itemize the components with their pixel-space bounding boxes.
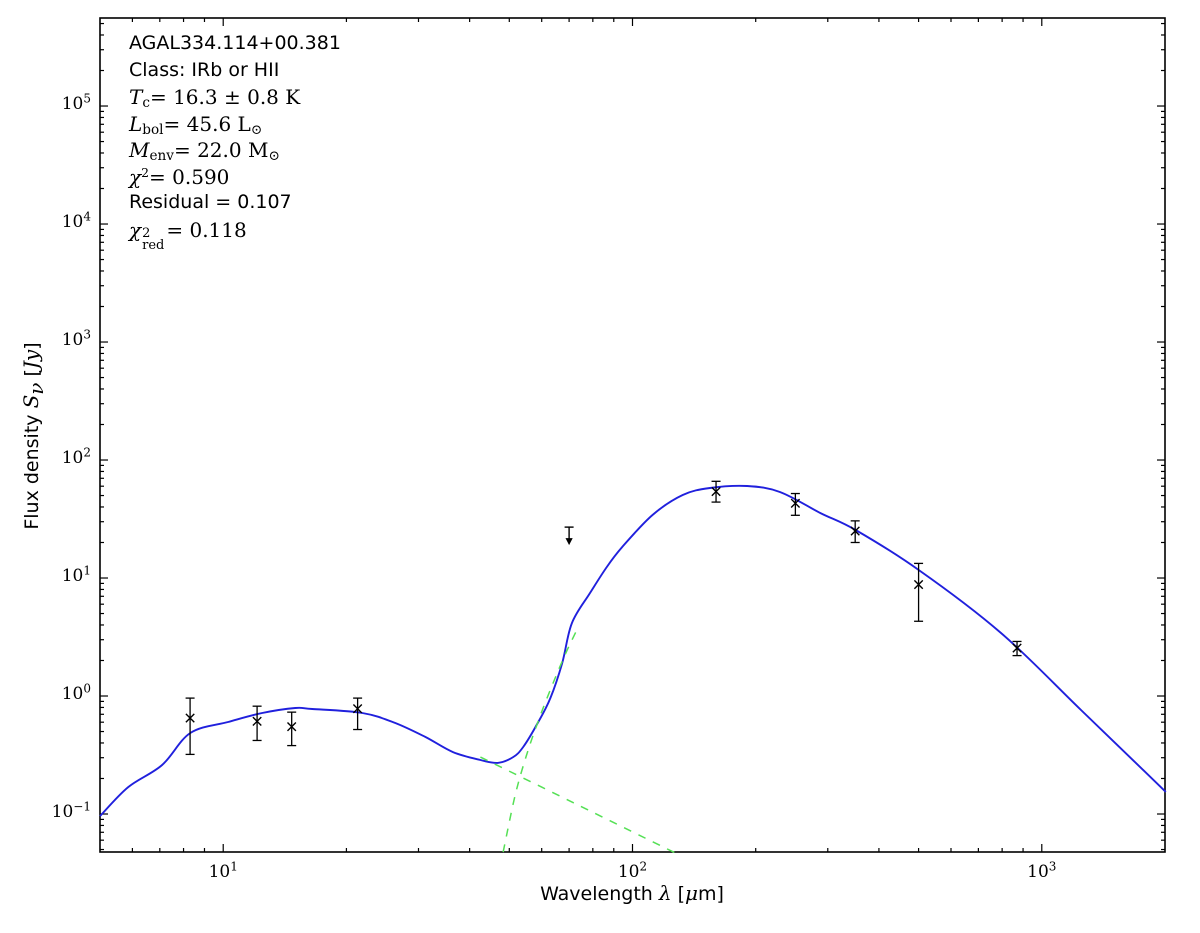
data-point-marker — [185, 713, 195, 723]
data-point-marker — [790, 498, 801, 508]
y-axis-tick-label: 102 — [61, 445, 91, 468]
text-part: = 0.118 — [166, 217, 247, 242]
text-part: = 45.6 L — [163, 111, 251, 136]
text-part: 2 — [141, 164, 150, 180]
text-part: = 16.3 ± 0.8 K — [149, 85, 301, 109]
annotation-line: χ 2 red = 0.118 — [129, 217, 341, 253]
annotation-line: Residual = 0.107 — [129, 191, 341, 218]
text-part: [ — [671, 883, 685, 905]
total-model-curve — [99, 484, 1167, 817]
x-axis-tick-label: 101 — [208, 859, 238, 882]
data-point-marker — [286, 721, 297, 732]
data-point-marker — [913, 579, 924, 590]
text-part: [ — [21, 369, 43, 383]
text-part: m] — [697, 883, 724, 905]
text-part: Residual = 0.107 — [129, 191, 292, 213]
text-part: ⊙ — [250, 121, 263, 138]
y-axis-tick-label: 101 — [61, 563, 91, 586]
annotation-line: AGAL334.114+00.381 — [129, 32, 341, 59]
text-part: AGAL334.114+00.381 — [129, 32, 341, 54]
y-axis-tick-label: 10−1 — [51, 799, 91, 822]
y-axis-tick-label: 100 — [61, 681, 91, 704]
y-axis-tick-label: 103 — [61, 327, 91, 351]
x-axis-label: Wavelength λ [μm] — [482, 881, 782, 905]
y-axis-tick-label: 105 — [61, 91, 91, 115]
text-part: ν — [24, 382, 48, 395]
upper-limit-arrowhead — [565, 538, 573, 546]
text-part: χ — [129, 217, 142, 242]
text-part: = 0.590 — [149, 164, 230, 189]
text-part: Wavelength — [540, 883, 659, 905]
data-point-marker — [850, 526, 860, 536]
annotation-line: Class: IRb or HII — [129, 59, 341, 86]
hot-component-curve — [480, 756, 676, 854]
text-part: bol — [142, 121, 164, 138]
text-part: env — [149, 148, 174, 165]
text-part: S — [19, 394, 43, 409]
text-part: Class: IRb or HII — [129, 58, 280, 81]
text-part: μ — [684, 881, 698, 905]
y-axis-tick-label: 104 — [61, 209, 91, 233]
stacked-sup-sub: 2 red — [142, 225, 165, 253]
text-part: = 22.0 M — [173, 138, 269, 162]
text-part: ⊙ — [268, 148, 280, 165]
x-axis-tick-label: 103 — [1027, 859, 1057, 882]
text-part: Jy — [19, 349, 43, 370]
data-point-marker — [252, 716, 262, 727]
text-part: c — [142, 95, 150, 112]
data-point-marker — [711, 486, 721, 497]
text-part: λ — [658, 881, 672, 905]
x-axis-tick-label: 102 — [617, 859, 648, 882]
text-part: Flux density — [21, 408, 43, 530]
text-part: χ — [129, 164, 142, 189]
text-part: M — [129, 138, 150, 162]
cold-component-curve — [502, 627, 579, 853]
text-part: L — [129, 111, 143, 136]
data-point-marker — [352, 704, 363, 714]
text-part: T — [129, 85, 143, 109]
data-point-marker — [1012, 643, 1022, 653]
